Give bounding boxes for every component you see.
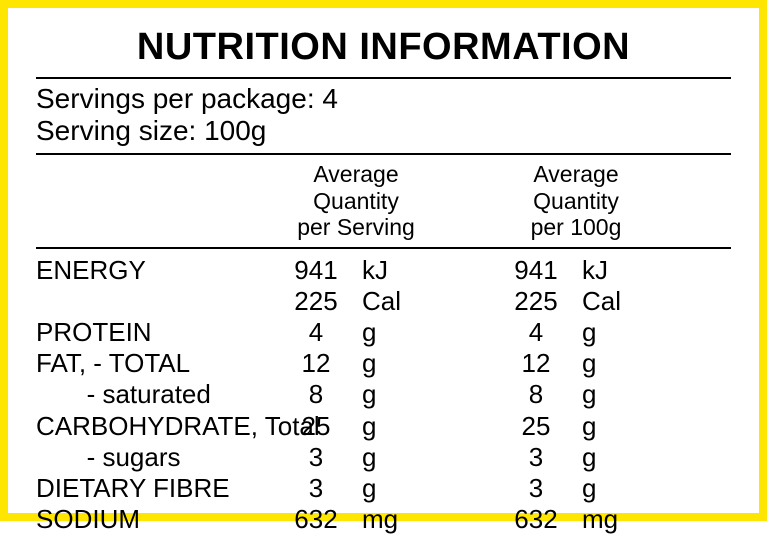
per-100g-value: 25 (496, 411, 576, 442)
nutrient-label: ENERGY (36, 255, 276, 286)
table-row: CARBOHYDRATE, Total 25 g 25 g (36, 411, 731, 442)
per-100g-unit: g (576, 411, 656, 442)
per-serving-value: 4 (276, 317, 356, 348)
per-serving-unit: kJ (356, 255, 436, 286)
nutrient-label (36, 286, 276, 317)
serving-size: Serving size: 100g (36, 115, 731, 147)
header-per-100g-l1: Average Quantity (533, 161, 619, 213)
servings-value: 4 (322, 83, 338, 114)
header-per-serving: Average Quantity per Serving (276, 161, 436, 240)
per-100g-value: 3 (496, 442, 576, 473)
panel-title: NUTRITION INFORMATION (36, 26, 731, 69)
per-serving-unit: Cal (356, 286, 436, 317)
serving-size-value: 100g (204, 115, 266, 146)
serving-size-label: Serving size: (36, 115, 204, 146)
per-serving-value: 632 (276, 504, 356, 535)
table-row: - sugars 3 g 3 g (36, 442, 731, 473)
nutrition-body: ENERGY 941 kJ 941 kJ 225 Cal 225 Cal PRO… (36, 249, 731, 539)
per-serving-value: 225 (276, 286, 356, 317)
per-100g-value: 941 (496, 255, 576, 286)
per-serving-unit: g (356, 348, 436, 379)
header-per-100g: Average Quantity per 100g (496, 161, 656, 240)
table-row: - saturated 8 g 8 g (36, 379, 731, 410)
per-serving-unit: g (356, 442, 436, 473)
per-serving-value: 3 (276, 442, 356, 473)
servings-per-package: Servings per package: 4 (36, 83, 731, 115)
per-100g-unit: kJ (576, 255, 656, 286)
per-100g-value: 4 (496, 317, 576, 348)
servings-label: Servings per package: (36, 83, 322, 114)
per-serving-value: 8 (276, 379, 356, 410)
per-serving-unit: mg (356, 504, 436, 535)
per-100g-value: 3 (496, 473, 576, 504)
per-100g-unit: g (576, 317, 656, 348)
per-100g-unit: Cal (576, 286, 656, 317)
nutrient-label: SODIUM (36, 504, 276, 535)
per-serving-value: 941 (276, 255, 356, 286)
table-row: SODIUM 632 mg 632 mg (36, 504, 731, 535)
per-100g-value: 8 (496, 379, 576, 410)
table-row: DIETARY FIBRE 3 g 3 g (36, 473, 731, 504)
per-100g-unit: g (576, 473, 656, 504)
per-serving-value: 25 (276, 411, 356, 442)
nutrient-label: PROTEIN (36, 317, 276, 348)
column-headers: Average Quantity per Serving Average Qua… (36, 153, 731, 248)
per-100g-value: 225 (496, 286, 576, 317)
nutrient-label: CARBOHYDRATE, Total (36, 411, 276, 442)
per-100g-unit: g (576, 348, 656, 379)
per-100g-value: 12 (496, 348, 576, 379)
header-per-serving-l1: Average Quantity (313, 161, 399, 213)
per-serving-unit: g (356, 473, 436, 504)
nutrition-panel: NUTRITION INFORMATION Servings per packa… (0, 0, 767, 521)
per-serving-unit: g (356, 317, 436, 348)
per-serving-unit: g (356, 379, 436, 410)
per-serving-value: 3 (276, 473, 356, 504)
per-100g-unit: mg (576, 504, 656, 535)
per-100g-unit: g (576, 442, 656, 473)
table-row: FAT, - TOTAL 12 g 12 g (36, 348, 731, 379)
per-serving-unit: g (356, 411, 436, 442)
nutrient-label: - sugars (36, 442, 276, 473)
per-serving-value: 12 (276, 348, 356, 379)
table-row: 225 Cal 225 Cal (36, 286, 731, 317)
table-row: ENERGY 941 kJ 941 kJ (36, 255, 731, 286)
header-per-100g-l2: per 100g (531, 214, 622, 240)
table-row: PROTEIN 4 g 4 g (36, 317, 731, 348)
nutrient-label: DIETARY FIBRE (36, 473, 276, 504)
per-100g-value: 632 (496, 504, 576, 535)
header-per-serving-l2: per Serving (297, 214, 415, 240)
nutrient-label: - saturated (36, 379, 276, 410)
nutrient-label: FAT, - TOTAL (36, 348, 276, 379)
per-100g-unit: g (576, 379, 656, 410)
meta-block: Servings per package: 4 Serving size: 10… (36, 79, 731, 153)
